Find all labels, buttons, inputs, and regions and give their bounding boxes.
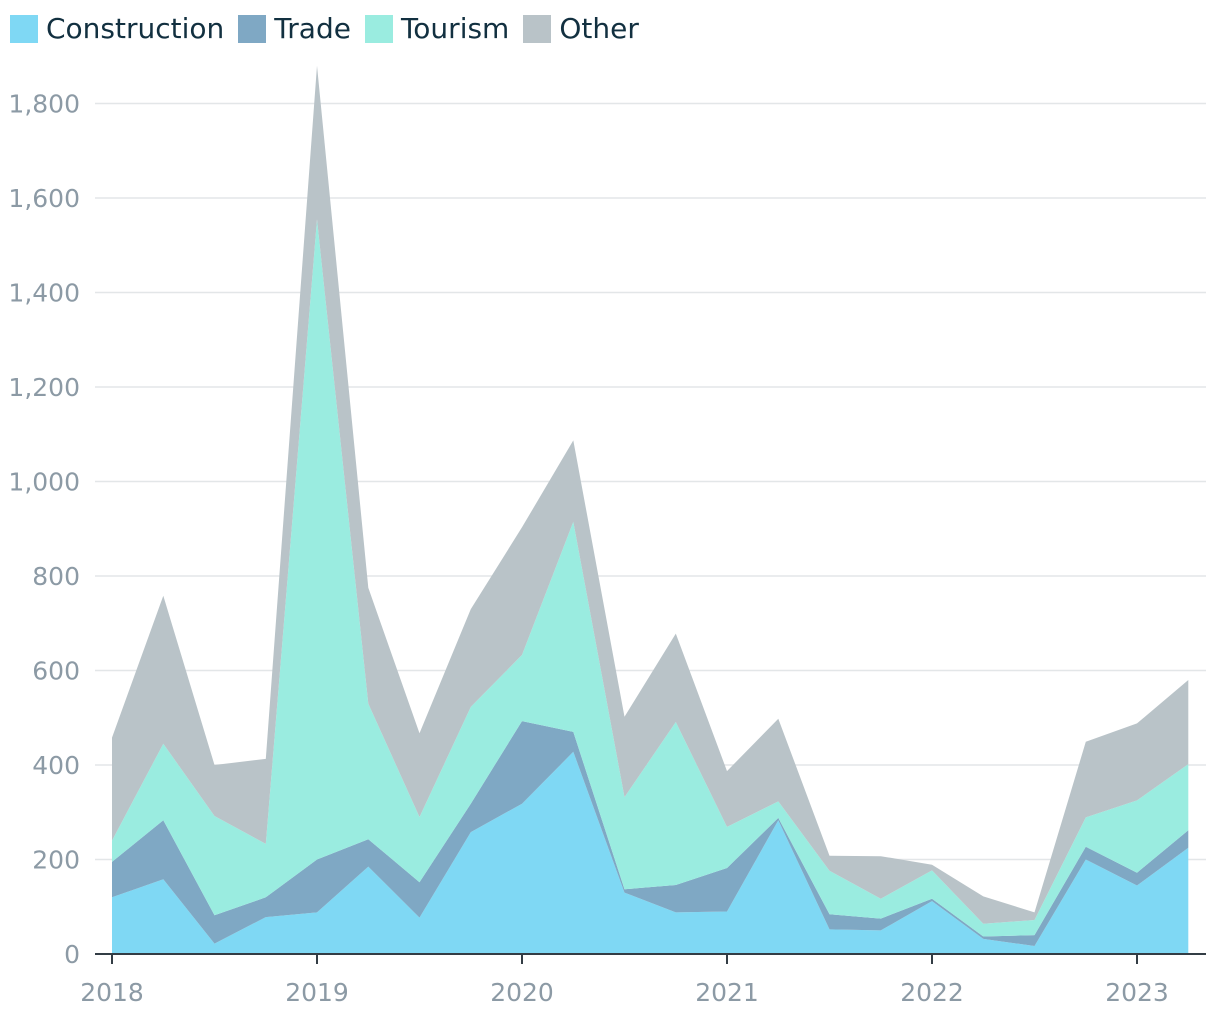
x-tick-label: 2018: [80, 978, 144, 1007]
x-tick-label: 2019: [285, 978, 349, 1007]
area-series: [112, 65, 1189, 954]
legend-label-construction: Construction: [46, 12, 225, 45]
legend-swatch-other: [523, 14, 552, 43]
x-tick-label: 2022: [900, 978, 964, 1007]
area-trade[interactable]: [112, 721, 1189, 946]
legend-item-construction[interactable]: Construction: [10, 12, 224, 45]
legend-label-trade: Trade: [274, 12, 351, 45]
legend-label-other: Other: [559, 12, 639, 45]
legend-swatch-construction: [10, 14, 38, 43]
legend-item-tourism[interactable]: Tourism: [364, 12, 510, 45]
legend-item-other[interactable]: Other: [523, 12, 639, 45]
legend-swatch-tourism: [364, 14, 393, 43]
legend-item-trade[interactable]: Trade: [238, 12, 351, 45]
x-tick-label: 2021: [695, 978, 759, 1007]
x-tick-label: 2023: [1105, 978, 1169, 1007]
y-tick-label: 1,400: [8, 279, 80, 308]
area-construction[interactable]: [112, 751, 1189, 954]
area-other[interactable]: [112, 65, 1189, 924]
y-tick-label: 1,000: [8, 468, 80, 497]
y-tick-label: 1,800: [8, 90, 80, 119]
axes: 0 200 400 600 800 1,000 1,200 1,400 1,600 1,800 20…: [8, 90, 1206, 1007]
x-tick-label: 2020: [490, 978, 554, 1007]
y-tick-label: 800: [32, 562, 80, 591]
y-tick-label: 1,600: [8, 184, 80, 213]
y-tick-label: 200: [32, 846, 80, 875]
y-tick-label: 0: [64, 940, 80, 969]
legend: Construction Trade Tourism Other: [10, 12, 653, 45]
legend-label-tourism: Tourism: [400, 12, 510, 45]
legend-swatch-trade: [238, 14, 267, 43]
area-tourism[interactable]: [112, 219, 1189, 937]
y-tick-label: 600: [32, 657, 80, 686]
y-tick-label: 1,200: [8, 373, 80, 402]
y-tick-label: 400: [32, 751, 80, 780]
